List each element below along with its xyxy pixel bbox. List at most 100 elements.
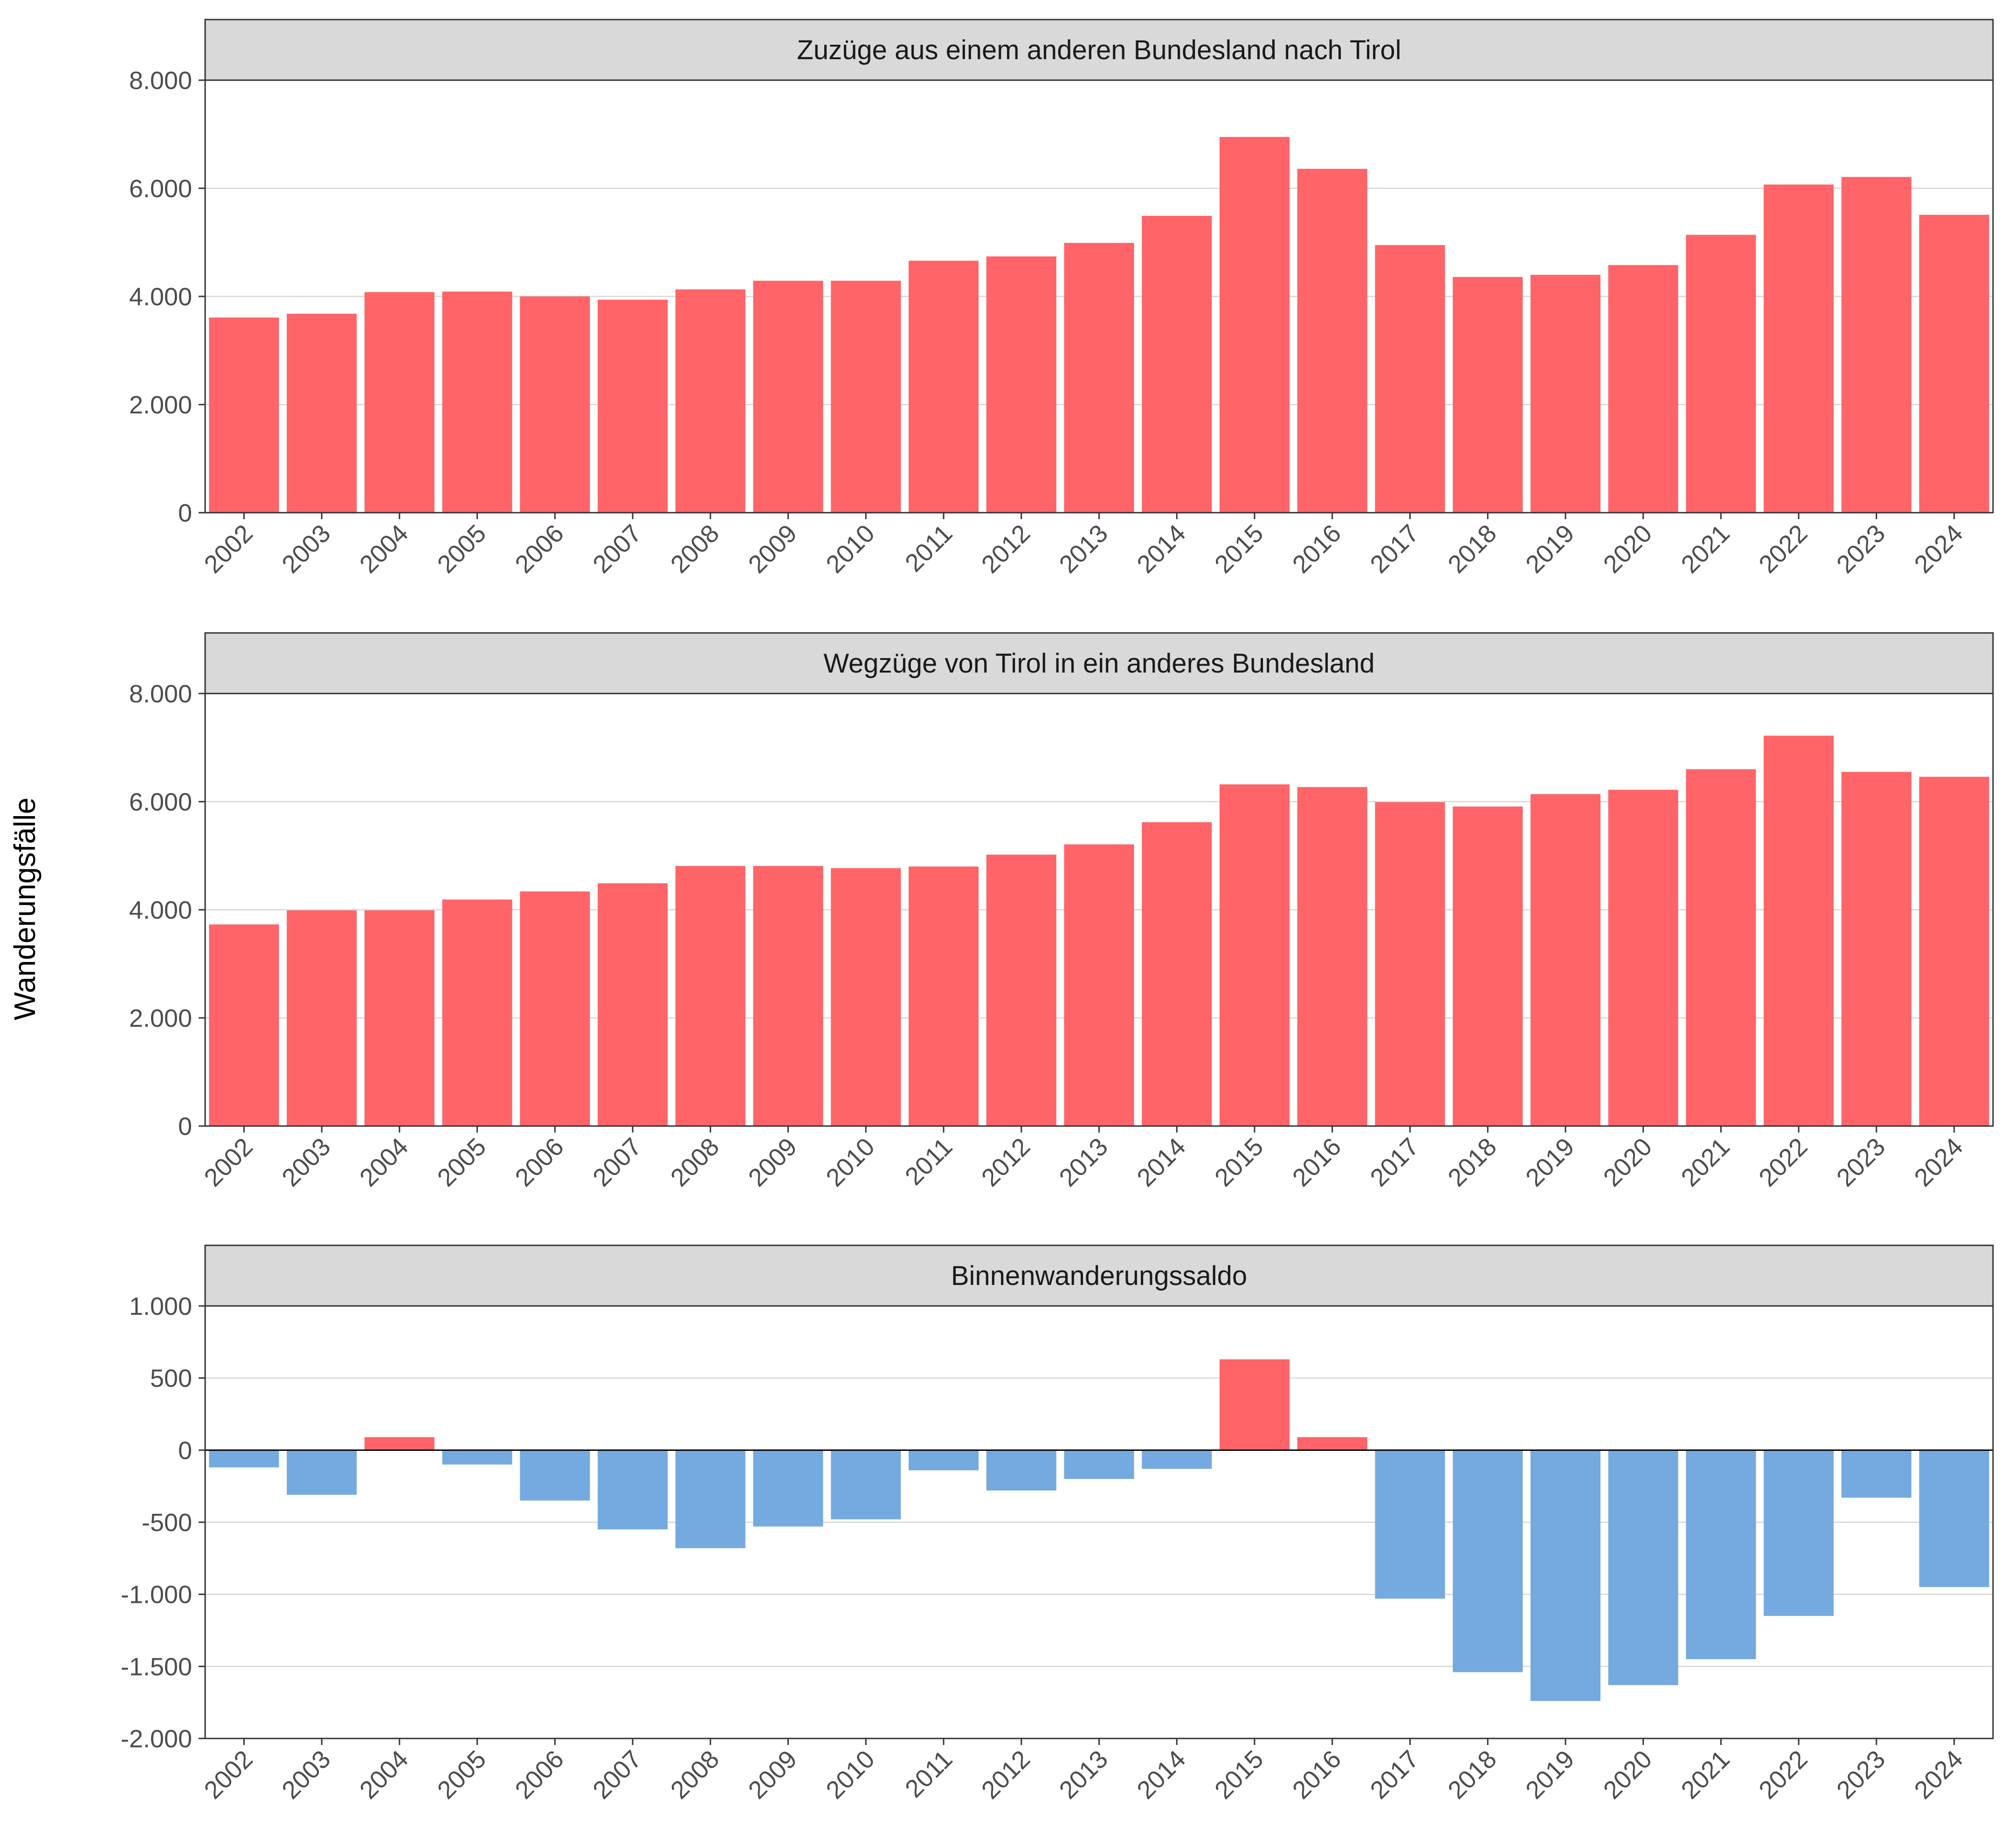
bar-2022 [1764, 1450, 1834, 1616]
x-tick-label: 2008 [665, 519, 724, 578]
bar-2016 [1297, 1437, 1367, 1450]
x-tick-label: 2015 [1209, 519, 1269, 578]
x-tick-label: 2021 [1676, 519, 1735, 578]
bar-2011 [908, 866, 979, 1126]
x-tick-label: 2023 [1831, 1745, 1890, 1804]
x-tick-label: 2014 [1131, 1133, 1191, 1192]
x-tick-label: 2004 [354, 1745, 414, 1804]
x-tick-label: 2002 [199, 519, 258, 578]
bar-2017 [1375, 245, 1445, 513]
x-tick-label: 2024 [1909, 1133, 1968, 1192]
bar-2013 [1064, 844, 1134, 1126]
x-tick-label: 2002 [199, 1133, 258, 1192]
y-tick-label: 8.000 [129, 67, 192, 95]
bar-2004 [364, 292, 435, 513]
bar-2024 [1919, 214, 1989, 513]
x-tick-label: 2004 [354, 519, 414, 578]
x-tick-label: 2005 [432, 519, 491, 578]
bar-2008 [675, 866, 745, 1126]
x-tick-label: 2007 [587, 1745, 647, 1804]
bar-2006 [520, 296, 590, 513]
x-tick-label: 2009 [743, 1745, 802, 1804]
x-tick-label: 2023 [1831, 519, 1890, 578]
y-tick-label: -1.000 [121, 1581, 192, 1609]
bar-2015 [1219, 137, 1290, 513]
bar-2010 [831, 281, 901, 513]
bar-2022 [1764, 735, 1834, 1126]
x-tick-label: 2019 [1520, 1745, 1579, 1804]
x-tick-label: 2003 [276, 519, 336, 578]
x-tick-label: 2017 [1365, 1133, 1424, 1192]
x-tick-label: 2005 [432, 1133, 491, 1192]
bar-2006 [520, 1450, 590, 1501]
panel-2: Wegzüge von Tirol in ein anderes Bundesl… [129, 632, 1994, 1192]
x-tick-label: 2020 [1598, 519, 1657, 578]
bar-2015 [1219, 1359, 1290, 1450]
bar-2022 [1764, 184, 1834, 513]
x-tick-label: 2012 [976, 1745, 1035, 1804]
y-tick-label: 0 [178, 1113, 192, 1140]
x-tick-label: 2018 [1442, 1745, 1502, 1804]
bar-2018 [1453, 277, 1523, 513]
panel-title: Zuzüge aus einem anderen Bundesland nach… [797, 35, 1401, 65]
bar-2011 [908, 261, 979, 513]
x-tick-label: 2013 [1054, 1745, 1113, 1804]
bar-2013 [1064, 1450, 1134, 1479]
x-tick-label: 2012 [976, 519, 1035, 578]
bar-2020 [1608, 1450, 1678, 1685]
bar-2016 [1297, 169, 1367, 513]
x-tick-label: 2010 [821, 519, 880, 578]
x-tick-label: 2009 [743, 1133, 802, 1192]
bar-2013 [1064, 243, 1134, 513]
x-tick-label: 2010 [821, 1133, 880, 1192]
x-tick-label: 2006 [510, 519, 569, 578]
y-tick-label: 2.000 [129, 391, 192, 419]
bar-2004 [364, 910, 435, 1126]
y-tick-label: 4.000 [129, 283, 192, 311]
x-tick-label: 2022 [1753, 519, 1813, 578]
bar-2019 [1530, 275, 1600, 513]
bar-2023 [1841, 772, 1911, 1126]
bar-2008 [675, 1450, 745, 1548]
y-tick-label: 1.000 [129, 1292, 192, 1320]
y-tick-label: 0 [178, 1436, 192, 1464]
x-tick-label: 2006 [510, 1133, 569, 1192]
bar-2014 [1142, 822, 1212, 1126]
y-tick-label: 0 [178, 499, 192, 527]
bar-2018 [1453, 806, 1523, 1126]
y-tick-label: 2.000 [129, 1004, 192, 1032]
x-tick-label: 2013 [1054, 519, 1113, 578]
y-axis-label: Wanderungsfälle [8, 797, 41, 1020]
bar-2003 [287, 1450, 357, 1495]
bar-2002 [209, 317, 279, 513]
x-tick-label: 2004 [354, 1133, 414, 1192]
x-tick-label: 2009 [743, 519, 802, 578]
x-tick-label: 2016 [1287, 1745, 1346, 1804]
x-tick-label: 2003 [276, 1745, 336, 1804]
bar-2010 [831, 1450, 901, 1519]
bar-2010 [831, 868, 901, 1126]
x-tick-label: 2012 [976, 1133, 1035, 1192]
x-tick-label: 2018 [1442, 519, 1502, 578]
x-tick-label: 2008 [665, 1745, 724, 1804]
x-tick-label: 2014 [1131, 519, 1191, 578]
bar-2012 [986, 256, 1056, 513]
panel-border [204, 79, 1994, 514]
bar-2021 [1686, 1450, 1756, 1659]
x-tick-label: 2011 [900, 1133, 958, 1191]
x-tick-label: 2017 [1365, 519, 1424, 578]
bar-2007 [598, 883, 668, 1126]
x-tick-label: 2022 [1753, 1133, 1813, 1192]
bar-2017 [1375, 1450, 1445, 1599]
bar-2021 [1686, 234, 1756, 513]
x-tick-label: 2016 [1287, 519, 1346, 578]
bar-2009 [753, 281, 823, 513]
y-tick-label: -1.500 [121, 1653, 192, 1681]
x-tick-label: 2021 [1676, 1133, 1735, 1192]
bar-2012 [986, 854, 1056, 1126]
bar-2015 [1219, 784, 1290, 1126]
bar-2007 [598, 299, 668, 513]
x-tick-label: 2015 [1209, 1133, 1269, 1192]
bar-2012 [986, 1450, 1056, 1491]
